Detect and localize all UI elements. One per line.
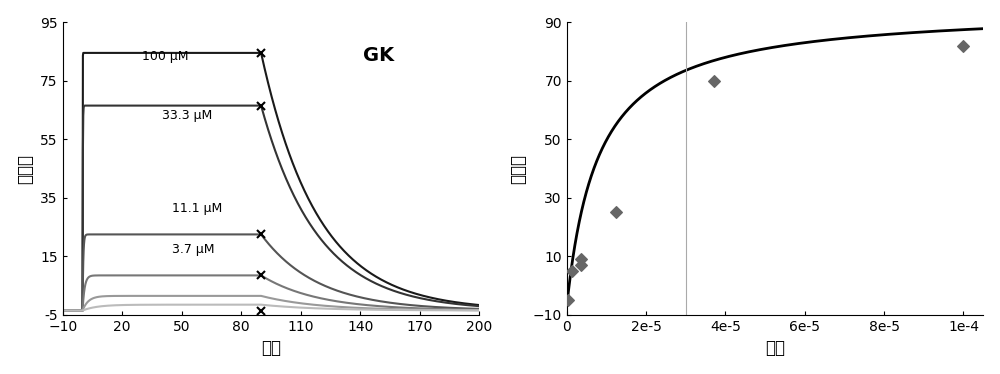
Point: [564, 268, 580, 274]
Point: [573, 256, 589, 262]
Point: [955, 43, 971, 49]
Text: 100 μM: 100 μM: [142, 50, 189, 63]
X-axis label: 浓度: 浓度: [765, 339, 785, 357]
X-axis label: 时间: 时间: [261, 339, 281, 357]
Point: [560, 297, 576, 303]
Point: [608, 209, 624, 215]
Text: 3.7 μM: 3.7 μM: [172, 243, 214, 257]
Y-axis label: 响应値: 响应値: [509, 154, 527, 184]
Text: 33.3 μM: 33.3 μM: [162, 109, 212, 122]
Point: [573, 262, 589, 268]
Text: 11.1 μM: 11.1 μM: [172, 202, 222, 215]
Y-axis label: 响应値: 响应値: [17, 154, 35, 184]
Text: GK: GK: [363, 46, 394, 65]
Point: [706, 78, 722, 84]
